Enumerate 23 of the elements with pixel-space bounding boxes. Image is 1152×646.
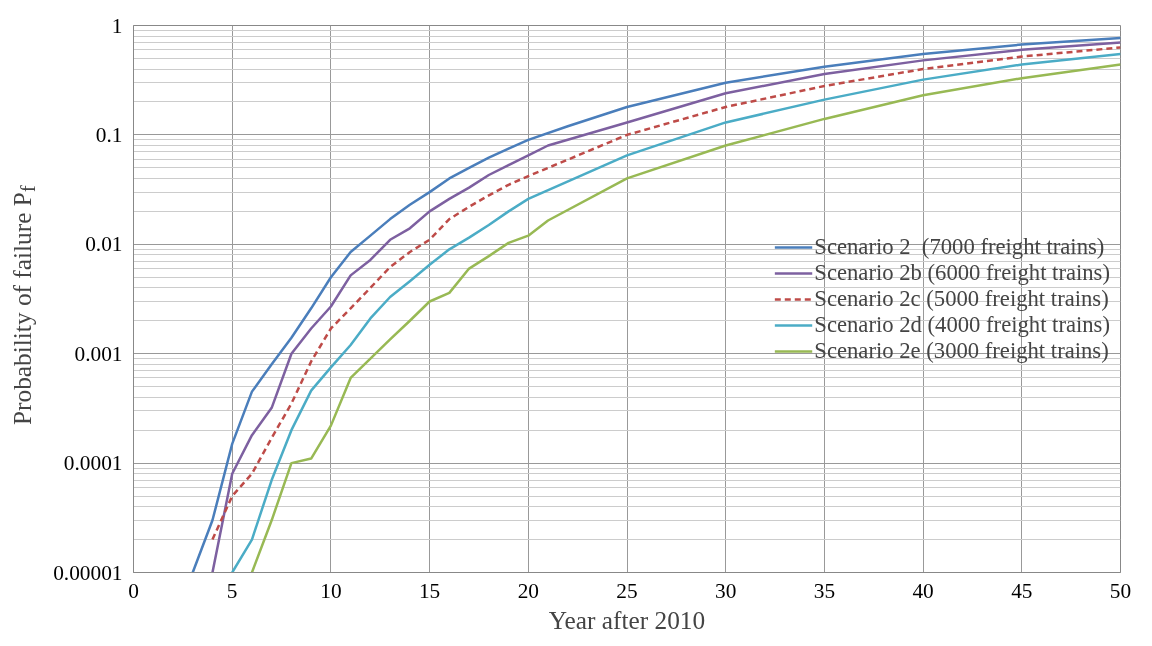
x-tick-label: 30: [715, 578, 737, 603]
x-tick-label: 20: [517, 578, 539, 603]
x-tick-label: 10: [320, 578, 342, 603]
y-tick-label: 0.01: [85, 232, 123, 257]
y-tick-label: 0.1: [95, 122, 123, 147]
legend-label: Scenario 2 (7000 freight trains): [814, 233, 1105, 260]
x-tick-label: 5: [226, 578, 238, 603]
x-tick-label: 35: [813, 578, 836, 603]
x-tick-label: 40: [912, 578, 934, 603]
x-tick-label: 45: [1011, 578, 1033, 603]
legend-label: Scenario 2d (4000 freight trains): [814, 311, 1110, 338]
legend-label: Scenario 2b (6000 freight trains): [814, 259, 1110, 286]
x-tick-label: 0: [128, 578, 139, 603]
x-tick-label: 50: [1109, 578, 1132, 603]
legend-label: Scenario 2c (5000 freight trains): [814, 285, 1109, 312]
x-axis-title: Year after 2010: [548, 605, 706, 634]
x-tick-label: 15: [418, 578, 441, 603]
y-tick-label: 0.0001: [63, 451, 123, 476]
y-tick-label: 1: [111, 13, 123, 38]
y-tick-label: 0.00001: [53, 560, 123, 585]
x-tick-label: 25: [616, 578, 638, 603]
legend-label: Scenario 2e (3000 freight trains): [814, 337, 1109, 364]
y-tick-label: 0.001: [74, 341, 123, 366]
